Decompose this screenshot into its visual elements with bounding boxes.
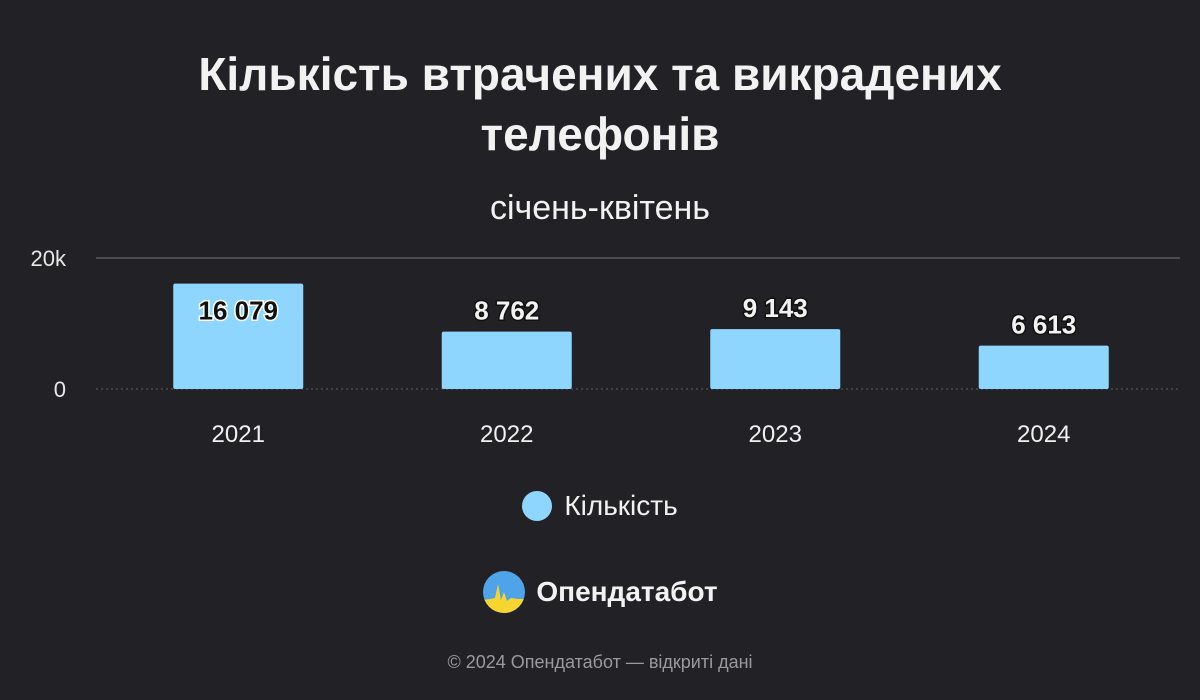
y-tick-label: 0 xyxy=(54,377,66,402)
bar-2024 xyxy=(978,345,1109,389)
bar-2022 xyxy=(441,331,572,389)
bar-chart: 0 20k 16 079 2021 8 762 2022 9 143 2023 6 613 202… xyxy=(31,246,1180,448)
legend-label: Кількість xyxy=(564,490,678,521)
opendatabot-logo-icon xyxy=(483,571,526,613)
data-label-2024: 6 613 xyxy=(1011,310,1076,340)
brand: Опендатабот xyxy=(0,570,1200,614)
bar-2021 xyxy=(173,283,304,389)
legend: Кількість xyxy=(0,490,1200,522)
chart-title-line-2: телефонів xyxy=(480,108,720,160)
data-label-2022: 8 762 xyxy=(474,296,539,326)
brand-name: Опендатабот xyxy=(536,576,718,607)
y-tick-label: 20k xyxy=(31,246,67,271)
chart-title-line-1: Кількість втрачених та викрадених xyxy=(198,48,1002,100)
x-tick-label-2024: 2024 xyxy=(1017,421,1070,448)
data-label-2023: 9 143 xyxy=(743,293,808,323)
bar-2023 xyxy=(710,329,841,389)
x-tick-label-2021: 2021 xyxy=(212,421,265,448)
chart-title: Кількість втрачених та викрадених телефо… xyxy=(0,44,1200,164)
data-label-2021: 16 079 xyxy=(198,296,278,326)
x-tick-label-2023: 2023 xyxy=(749,421,802,448)
legend-swatch xyxy=(522,491,553,521)
x-tick-label-2022: 2022 xyxy=(480,421,533,448)
chart-subtitle: січень-квітень xyxy=(489,189,711,227)
footer-copyright: © 2024 Опендатабот — відкриті дані xyxy=(447,652,753,672)
